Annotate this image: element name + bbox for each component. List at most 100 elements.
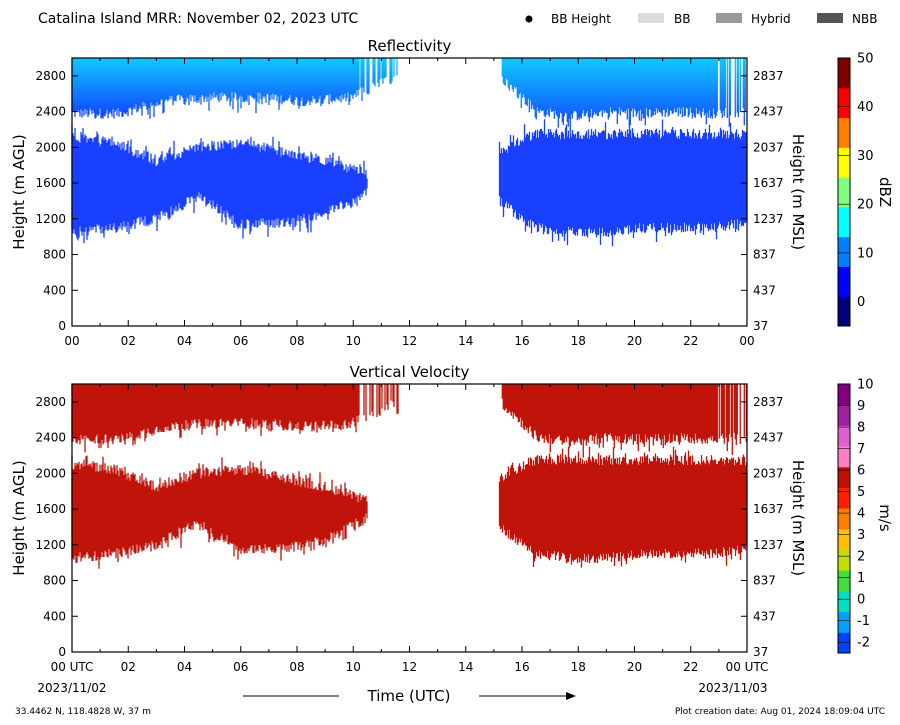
colorbar: 0 10 20 30 40 50 dBZ xyxy=(837,52,894,327)
colorbar-segment xyxy=(838,206,850,238)
colorbar-segment xyxy=(838,446,850,468)
lower-layer-evening xyxy=(498,119,748,247)
bb-swatch xyxy=(638,13,664,23)
legend-nbb: NBB xyxy=(852,12,877,26)
colorbar-tick-label: 50 xyxy=(857,52,874,67)
x-tick-label: 12 xyxy=(402,660,417,674)
colorbar-segment xyxy=(838,549,850,571)
upper-layer-evening xyxy=(501,58,746,133)
colorbar-tick-label: 4 xyxy=(857,507,865,522)
colorbar-segment xyxy=(838,508,850,530)
colorbar-segment xyxy=(838,466,850,488)
colorbar-segment xyxy=(838,147,850,178)
y-axis-label: Height (m AGL) xyxy=(10,134,28,249)
colorbar-segment xyxy=(838,404,850,426)
x-tick-label: 16 xyxy=(514,334,529,348)
colorbar-segment xyxy=(838,425,850,447)
y-axis-ticks: 0 37 400 437 800 837 1200 1237 1600 1637 2000 2037 2… xyxy=(35,69,783,333)
x-tick-label: 08 xyxy=(289,334,304,348)
lower-layer-morning-bars xyxy=(71,125,368,244)
legend-bb-height: BB Height xyxy=(551,12,611,26)
lower-layer-morning xyxy=(71,125,368,244)
lower-layer-evening-bars xyxy=(498,446,748,568)
colorbar-tick-label: 6 xyxy=(857,464,865,479)
y-tick-label: 1200 xyxy=(35,538,66,552)
y-tick-label-right: 437 xyxy=(753,283,776,297)
colorbar-tick-label: 5 xyxy=(857,485,865,500)
colorbar-segment xyxy=(838,296,850,327)
x-tick-label: 06 xyxy=(233,334,248,348)
x-tick-label: 18 xyxy=(571,660,586,674)
colorbar-tick-label: 8 xyxy=(857,421,865,436)
lower-layer-evening-bars xyxy=(498,119,748,247)
colorbar-segment xyxy=(838,384,850,406)
colorbar-tick-label: 0 xyxy=(857,593,865,608)
y-axis-label-right: Height (m MSL) xyxy=(789,460,807,576)
end-date: 2023/11/03 xyxy=(698,681,767,695)
x-tick-label: 06 xyxy=(233,660,248,674)
x-tick-label: 20 xyxy=(627,334,642,348)
upper-layer-morning-bars xyxy=(71,384,399,453)
y-axis-label: Height (m AGL) xyxy=(10,460,28,575)
figure-title: Catalina Island MRR: November 02, 2023 U… xyxy=(38,11,359,27)
y-tick-label-right: 37 xyxy=(753,319,768,333)
colorbar-segment xyxy=(838,590,850,613)
y-tick-label-right: 1237 xyxy=(753,538,784,552)
colorbar-tick-label: 20 xyxy=(857,198,874,213)
y-tick-label: 2400 xyxy=(35,431,66,445)
data-regions xyxy=(71,384,748,569)
x-tick-label: 14 xyxy=(458,660,473,674)
x-tick-label: 12 xyxy=(402,334,417,348)
y-tick-label: 1600 xyxy=(35,176,66,190)
panel-title: Reflectivity xyxy=(368,37,452,55)
colorbar-tick-label: 1 xyxy=(857,571,865,586)
colorbar-tick-label: 10 xyxy=(857,378,874,393)
data-regions xyxy=(71,58,748,247)
nbb-swatch xyxy=(817,13,843,23)
x-axis-ticks: 00 02 04 06 08 10 12 14 16 18 20 22 00 xyxy=(64,58,755,348)
y-tick-label-right: 837 xyxy=(753,574,776,588)
x-tick-label: 04 xyxy=(177,334,192,348)
colorbar-segment xyxy=(838,236,850,267)
lower-layer-evening xyxy=(498,446,748,568)
y-tick-label-right: 2437 xyxy=(753,105,784,119)
x-axis-ticks: 00 UTC 02 04 06 08 10 12 14 16 18 20 22 00 UTC xyxy=(51,384,768,674)
lower-layer-morning-bars xyxy=(71,454,368,569)
upper-layer-morning xyxy=(71,58,398,119)
y-tick-label: 2800 xyxy=(35,395,66,409)
colorbar-tick-label: 2 xyxy=(857,550,865,565)
colorbar-segment xyxy=(838,58,850,89)
upper-layer-evening-bars xyxy=(501,384,747,458)
colorbar-segment xyxy=(838,487,850,509)
y-tick-label: 800 xyxy=(43,248,66,262)
colorbar-tick-label: 7 xyxy=(857,442,865,457)
colorbar-tick-label: -2 xyxy=(857,636,870,651)
x-tick-label: 08 xyxy=(289,660,304,674)
x-tick-label: 02 xyxy=(121,334,136,348)
y-tick-label: 2400 xyxy=(35,105,66,119)
y-tick-label: 800 xyxy=(43,574,66,588)
x-tick-label: 04 xyxy=(177,660,192,674)
x-tick-label: 14 xyxy=(458,334,473,348)
panel-title: Vertical Velocity xyxy=(350,363,470,381)
legend-bb: BB xyxy=(674,12,690,26)
colorbar: -2 -1 0 1 2 3 4 5 6 7 8 9 10 m/s xyxy=(837,378,894,654)
x-tick-label: 18 xyxy=(571,334,586,348)
lower-layer-morning xyxy=(71,454,368,569)
upper-layer-morning-bars xyxy=(71,58,398,119)
colorbar-segment xyxy=(838,177,850,208)
x-tick-label: 16 xyxy=(514,660,529,674)
upper-layer-evening xyxy=(501,384,747,458)
colorbar-label: dBZ xyxy=(876,177,894,207)
time-arrow-head xyxy=(566,692,576,700)
y-axis-ticks: 0 37 400 437 800 837 1200 1237 1600 1637 2000 2037 2… xyxy=(35,395,783,659)
colorbar-segment xyxy=(838,611,850,633)
legend-hybrid: Hybrid xyxy=(751,12,791,26)
x-tick-label: 22 xyxy=(683,660,698,674)
y-tick-label-right: 37 xyxy=(753,645,768,659)
upper-layer-morning xyxy=(71,384,399,453)
x-tick-label: 00 UTC xyxy=(51,660,94,674)
y-tick-label-right: 2837 xyxy=(753,395,784,409)
